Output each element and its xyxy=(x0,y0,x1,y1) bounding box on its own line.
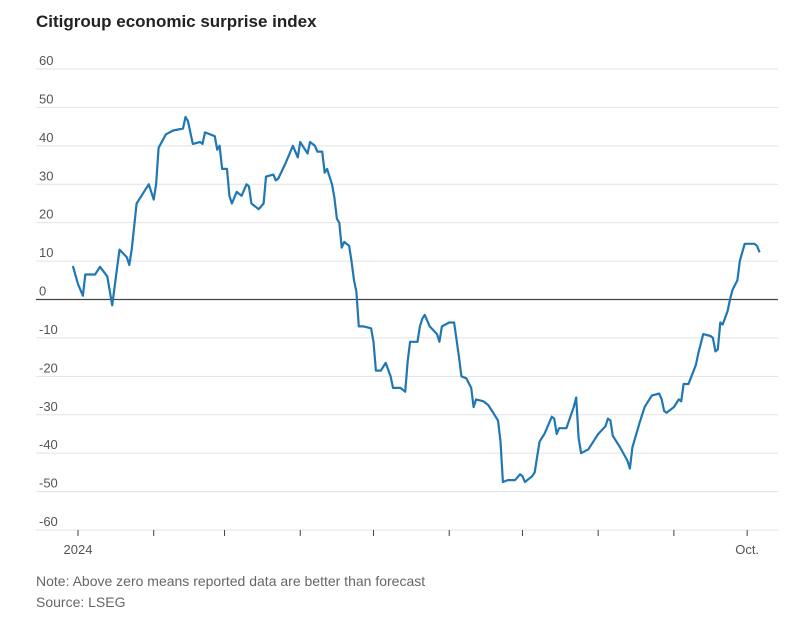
series-line-0 xyxy=(72,115,761,484)
grid-lines xyxy=(36,68,778,531)
y-tick-label: 30 xyxy=(39,168,53,183)
y-tick-label: 50 xyxy=(39,91,53,106)
chart-title: Citigroup economic surprise index xyxy=(36,12,317,31)
series-layer xyxy=(72,115,761,484)
y-tick-label: 20 xyxy=(39,207,53,222)
y-tick-label: -20 xyxy=(39,360,58,375)
x-tick-label: 2024 xyxy=(64,542,93,557)
y-tick-label: -40 xyxy=(39,437,58,452)
x-ticks: 2024 Oct. xyxy=(64,530,759,557)
y-tick-label: -60 xyxy=(39,514,58,529)
y-tick-labels: 60 50 40 30 20 10 0 -10 -20 -30 -40 -50 -60 xyxy=(39,53,58,529)
y-tick-label: 0 xyxy=(39,284,46,299)
y-tick-label: -10 xyxy=(39,322,58,337)
y-tick-label: 40 xyxy=(39,130,53,145)
chart-source: Source: LSEG xyxy=(36,594,126,610)
y-tick-label: 60 xyxy=(39,53,53,68)
chart-note: Note: Above zero means reported data are… xyxy=(36,573,426,589)
x-tick-label: Oct. xyxy=(735,542,759,557)
y-tick-label: 10 xyxy=(39,245,53,260)
y-tick-label: -30 xyxy=(39,399,58,414)
y-tick-label: -50 xyxy=(39,476,58,491)
